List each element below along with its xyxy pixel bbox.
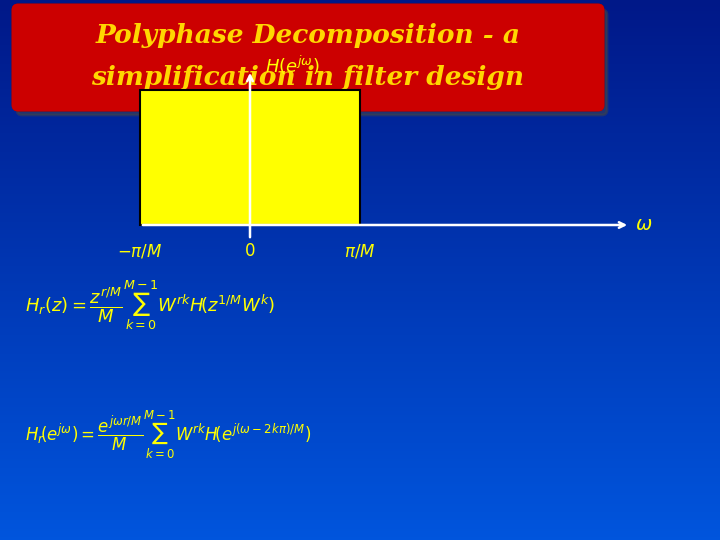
Bar: [140, 90, 360, 225]
Text: $0$: $0$: [244, 243, 256, 260]
FancyBboxPatch shape: [13, 5, 603, 110]
Text: $\pi/M$: $\pi/M$: [344, 243, 376, 261]
Text: $H(e^{j\omega})$: $H(e^{j\omega})$: [265, 53, 320, 77]
Text: $H_r(z) = \dfrac{z^{r/M}}{M} \sum_{k=0}^{M-1} W^{rk} H\!\left(z^{1/M} W^k\right): $H_r(z) = \dfrac{z^{r/M}}{M} \sum_{k=0}^…: [25, 278, 275, 332]
Text: $-\pi/M$: $-\pi/M$: [117, 243, 163, 261]
Text: $\omega$: $\omega$: [635, 216, 652, 234]
Text: simplification in filter design: simplification in filter design: [91, 65, 524, 91]
Text: $H_r\!\left(e^{j\omega}\right) = \dfrac{e^{j\omega r/M}}{M} \sum_{k=0}^{M-1} W^{: $H_r\!\left(e^{j\omega}\right) = \dfrac{…: [25, 409, 311, 461]
FancyBboxPatch shape: [17, 10, 607, 115]
Text: Polyphase Decomposition - a: Polyphase Decomposition - a: [96, 23, 521, 48]
FancyBboxPatch shape: [13, 5, 603, 110]
